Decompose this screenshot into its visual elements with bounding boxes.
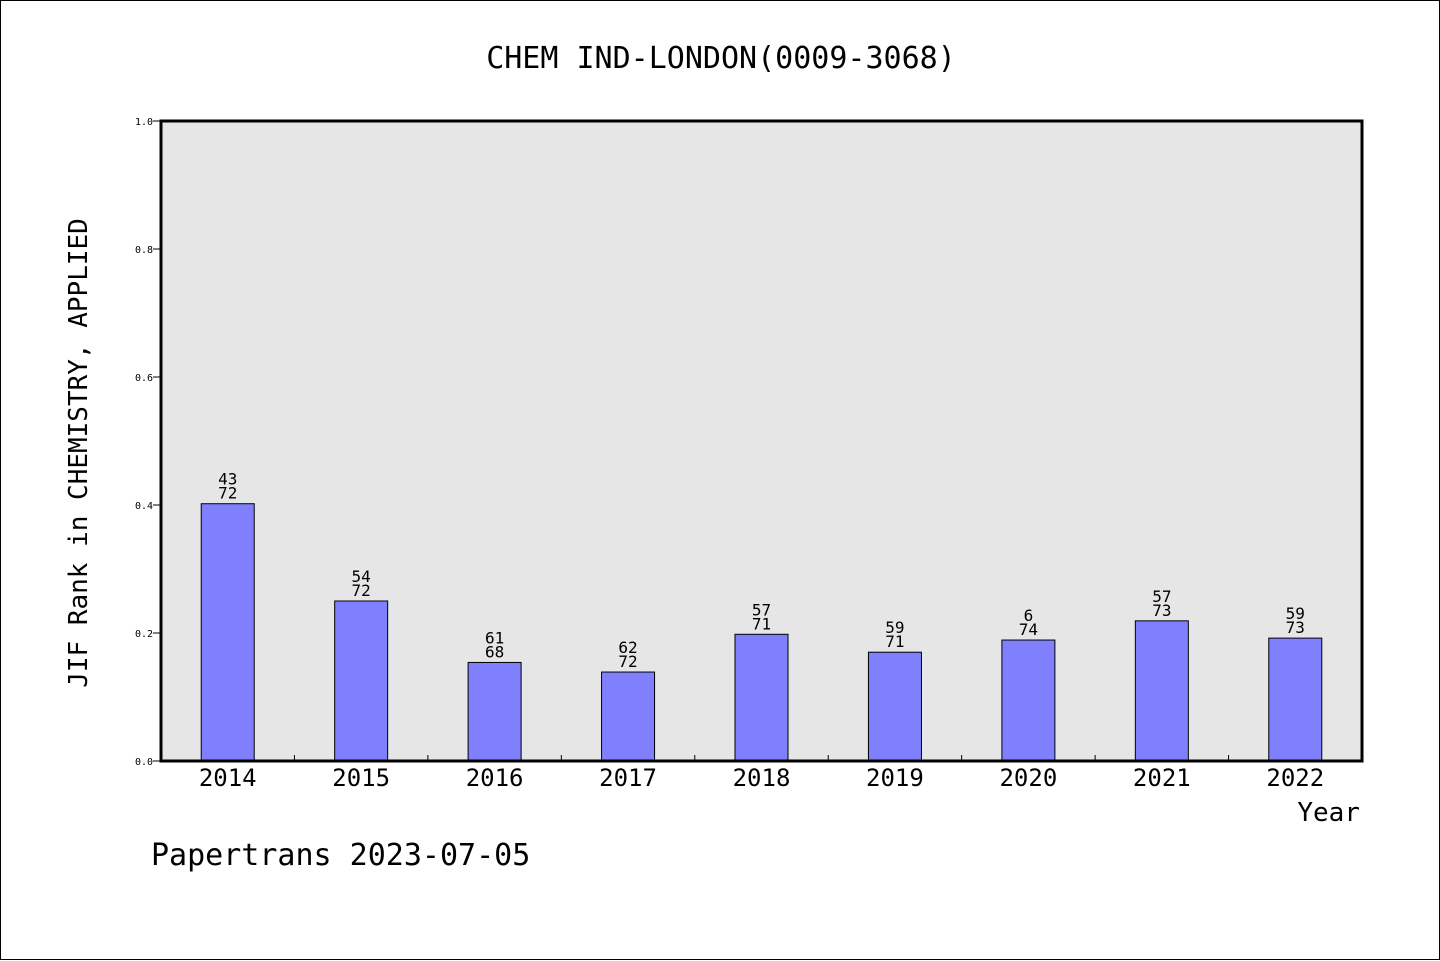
x-tick-label: 2018 bbox=[733, 764, 791, 792]
total-label: 71 bbox=[752, 614, 771, 633]
y-tick-label: 1.0 bbox=[135, 117, 153, 128]
x-axis-ticks: 2014 2015 2016 2017 2018 2019 2020 2021 2022 bbox=[199, 755, 1324, 792]
y-tick-label: 0.2 bbox=[135, 629, 153, 640]
x-axis-title: Year bbox=[1297, 798, 1360, 828]
x-tick-label: 2021 bbox=[1133, 764, 1191, 792]
bar-2016 bbox=[467, 661, 522, 762]
y-tick-label: 0.0 bbox=[135, 757, 153, 768]
x-tick-label: 2022 bbox=[1266, 764, 1324, 792]
x-tick-label: 2020 bbox=[999, 764, 1057, 792]
rank-label: 57 bbox=[752, 600, 771, 619]
y-tick-label: 0.8 bbox=[135, 245, 153, 256]
x-tick-label: 2016 bbox=[466, 764, 524, 792]
bar-2022 bbox=[1268, 637, 1323, 762]
bars bbox=[200, 503, 1323, 762]
bar-2019 bbox=[867, 651, 922, 762]
rank-label: 59 bbox=[1286, 604, 1305, 623]
plot-border bbox=[159, 119, 1364, 763]
x-tick-label: 2014 bbox=[199, 764, 257, 792]
bar-2015 bbox=[334, 600, 389, 762]
rank-label: 57 bbox=[1152, 587, 1171, 606]
rank-label: 6 bbox=[1024, 606, 1034, 625]
total-label: 72 bbox=[218, 484, 237, 503]
bar-2018 bbox=[734, 633, 789, 762]
footer-credit: Papertrans 2023-07-05 bbox=[151, 838, 530, 873]
rank-label: 62 bbox=[618, 638, 637, 657]
x-tick-label: 2015 bbox=[332, 764, 390, 792]
total-label: 72 bbox=[352, 581, 371, 600]
y-axis-ticks: 0.0 0.2 0.4 0.6 0.8 1.0 bbox=[135, 117, 161, 768]
rank-label: 54 bbox=[352, 567, 371, 586]
bar-2017 bbox=[601, 671, 656, 762]
rank-label: 43 bbox=[218, 470, 237, 489]
y-tick-label: 0.6 bbox=[135, 373, 153, 384]
x-tick-label: 2017 bbox=[599, 764, 657, 792]
bar-2020 bbox=[1001, 639, 1056, 762]
total-label: 71 bbox=[885, 632, 904, 651]
rank-label: 59 bbox=[885, 618, 904, 637]
bar-2021 bbox=[1134, 620, 1189, 762]
total-label: 73 bbox=[1286, 618, 1305, 637]
bar-2014 bbox=[200, 503, 255, 762]
total-label: 72 bbox=[618, 652, 637, 671]
chart-title: CHEM IND-LONDON(0009-3068) bbox=[486, 41, 956, 76]
total-label: 73 bbox=[1152, 601, 1171, 620]
y-axis-title: JIF Rank in CHEMISTRY, APPLIED bbox=[64, 218, 94, 688]
total-label: 68 bbox=[485, 642, 504, 661]
x-tick-label: 2019 bbox=[866, 764, 924, 792]
rank-label: 61 bbox=[485, 628, 504, 647]
y-tick-label: 0.4 bbox=[135, 501, 153, 512]
total-label: 74 bbox=[1019, 620, 1038, 639]
